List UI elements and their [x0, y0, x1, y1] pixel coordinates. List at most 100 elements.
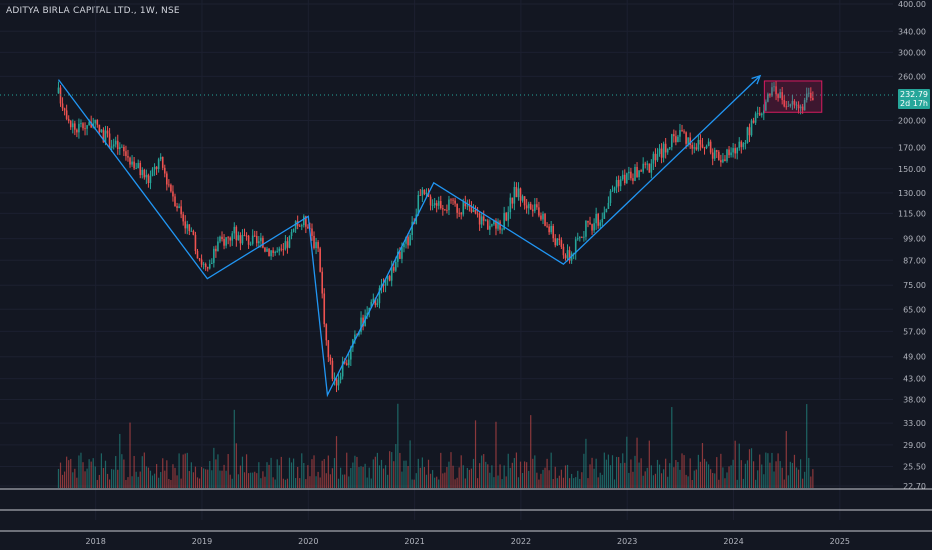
- candle-body: [78, 123, 80, 133]
- volume-bar: [389, 451, 391, 488]
- candle-body: [771, 87, 773, 96]
- candle-body: [419, 195, 422, 196]
- volume-bar: [72, 472, 74, 488]
- volume-bar: [448, 461, 450, 488]
- volume-bar: [137, 476, 139, 488]
- candle-body: [247, 235, 250, 245]
- candle-body: [278, 248, 281, 252]
- candle-body: [100, 129, 103, 133]
- candle-countdown-label: 2d 17h: [900, 99, 928, 108]
- volume-bar: [667, 476, 669, 488]
- volume-bar: [685, 474, 687, 488]
- candle-body: [646, 163, 649, 165]
- volume-bar: [198, 478, 201, 488]
- volume-bar: [779, 461, 781, 488]
- candle-body: [529, 203, 532, 210]
- volume-bar: [534, 455, 536, 488]
- candle-body: [750, 120, 753, 136]
- candle-body: [666, 148, 669, 153]
- volume-bar: [673, 467, 675, 488]
- volume-bar: [151, 475, 154, 488]
- volume-bar: [397, 403, 399, 488]
- volume-bar: [630, 459, 632, 488]
- volume-bar: [632, 471, 634, 488]
- volume-bar: [68, 460, 70, 488]
- volume-bar: [802, 478, 804, 488]
- candle-body: [270, 250, 272, 257]
- candle-body: [718, 151, 720, 161]
- candle-body: [787, 105, 790, 107]
- candle-body: [317, 242, 319, 249]
- candle-body: [630, 171, 632, 179]
- volume-bar: [532, 458, 534, 488]
- volume-bar: [742, 478, 744, 488]
- candle-body: [474, 209, 477, 214]
- candle-body: [61, 103, 64, 109]
- candle-body: [652, 153, 655, 164]
- candle-body: [448, 199, 450, 211]
- volume-bar: [113, 469, 115, 488]
- candle-body: [722, 159, 724, 163]
- candle-body: [417, 195, 420, 215]
- candle-body: [354, 334, 356, 340]
- volume-bar: [282, 478, 284, 488]
- volume-bar: [775, 461, 777, 488]
- volume-bar: [446, 467, 448, 488]
- volume-bar: [100, 453, 103, 488]
- candle-body: [576, 238, 579, 240]
- candle-body: [147, 174, 150, 184]
- volume-bar: [720, 453, 722, 488]
- candle-body: [119, 147, 121, 150]
- volume-bar: [405, 460, 407, 488]
- volume-bar: [427, 459, 430, 488]
- volume-bar: [444, 472, 446, 488]
- candle-body: [166, 173, 168, 185]
- volume-bar: [517, 477, 520, 488]
- candle-body: [172, 191, 174, 197]
- pane-separators: [0, 488, 932, 532]
- volume-bar: [705, 461, 708, 488]
- candle-body: [196, 250, 199, 259]
- candle-body: [730, 152, 732, 156]
- volume-bar: [429, 473, 432, 488]
- volume-bar: [276, 459, 278, 488]
- volume-bar: [297, 466, 299, 488]
- candle-body: [104, 130, 107, 143]
- candle-body: [797, 104, 800, 109]
- candle-body: [470, 206, 473, 212]
- volume-bar: [264, 476, 266, 488]
- price-tick-label: 300.00: [898, 48, 926, 57]
- volume-bar: [248, 473, 250, 488]
- candle-body: [689, 137, 691, 145]
- volume-bar: [734, 440, 736, 488]
- candle-body: [211, 262, 213, 264]
- current-price-badge: [898, 88, 930, 109]
- volume-bar: [176, 475, 178, 488]
- volume-bar: [503, 465, 505, 488]
- candle-body: [184, 221, 187, 229]
- candle-body: [628, 171, 630, 174]
- candle-body: [88, 122, 90, 126]
- candle-body: [311, 228, 313, 236]
- candle-body: [734, 148, 736, 154]
- volume-bar: [231, 478, 233, 488]
- volume-bar: [693, 470, 695, 488]
- volume-bar: [808, 457, 810, 488]
- volume-bar: [550, 452, 552, 488]
- candle-body: [662, 143, 665, 158]
- volume-bar: [153, 473, 156, 488]
- candle-body: [233, 226, 236, 234]
- volume-bar: [759, 454, 761, 488]
- volume-bar: [315, 476, 317, 488]
- volume-bar: [219, 470, 221, 488]
- volume-bar: [806, 404, 808, 488]
- volume-bar: [423, 467, 426, 488]
- candle-body: [499, 221, 501, 230]
- candle-body: [378, 288, 381, 304]
- volume-bar: [626, 436, 628, 488]
- volume-bar: [579, 478, 581, 488]
- candle-body: [239, 235, 242, 244]
- volume-bar: [683, 455, 685, 488]
- volume-bar: [434, 477, 436, 488]
